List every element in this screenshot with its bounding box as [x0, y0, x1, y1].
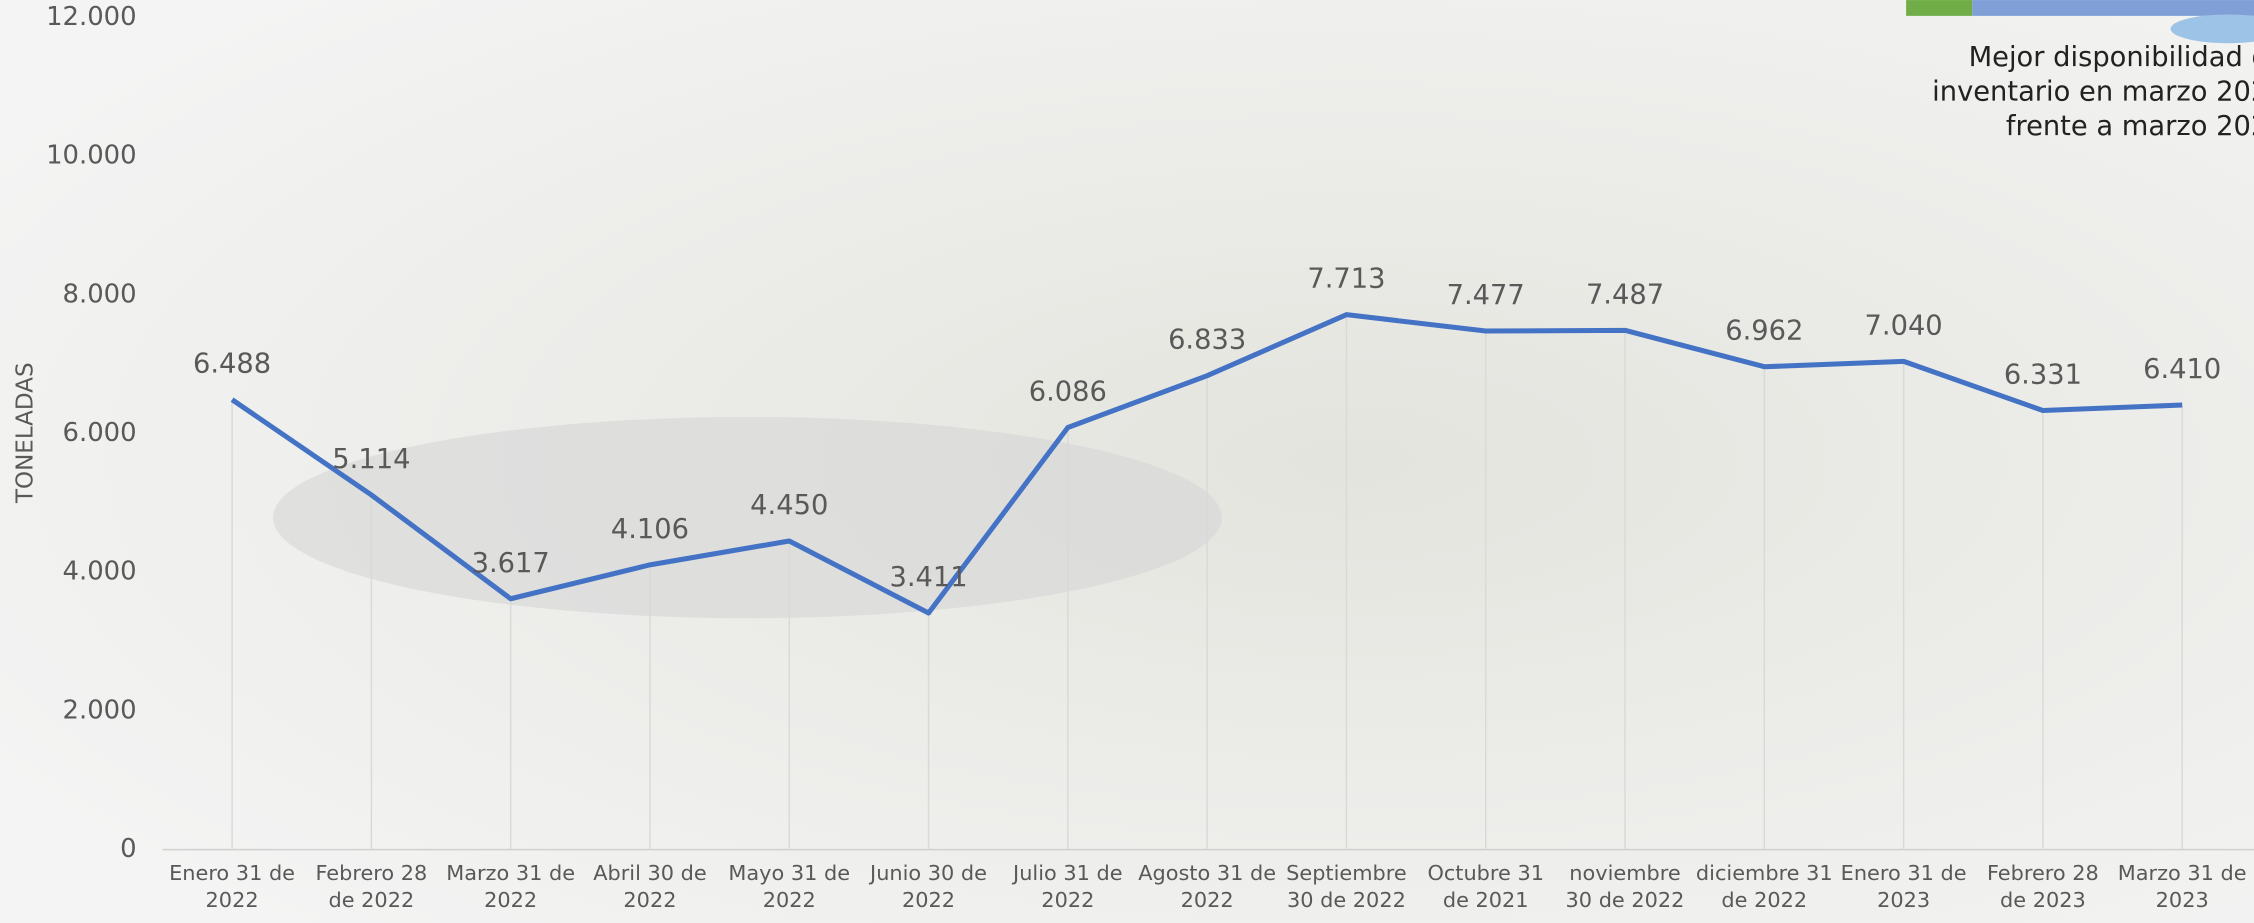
data-label: 7.040 [1865, 310, 1943, 341]
data-label: 3.411 [889, 562, 967, 593]
x-tick-label-box: Octubre 31 de 2021 [1427, 862, 1545, 913]
x-tick-label: Mayo 31 de 2022 [728, 862, 851, 913]
y-tick-label: 0 [120, 834, 136, 864]
y-tick-label: 10.000 [46, 141, 136, 171]
x-tick-label-box: diciembre 31 de 2022 [1695, 862, 1833, 913]
decoration-blob [2170, 14, 2254, 44]
x-tick-label: Enero 31 de 2023 [1840, 862, 1967, 913]
data-label: 3.617 [472, 548, 550, 579]
data-label: 7.477 [1447, 280, 1525, 311]
x-tick-label-box: Junio 30 de 2022 [870, 862, 988, 913]
y-tick-label: 2.000 [63, 695, 137, 725]
x-tick-label: Junio 30 de 2022 [870, 862, 988, 913]
y-tick-label: 6.000 [63, 418, 137, 448]
x-tick-label-box: Febrero 28 de 2022 [315, 862, 428, 913]
legend-block-green [1906, 0, 1973, 16]
data-label: 6.410 [2143, 354, 2221, 385]
x-tick-label: Agosto 31 de 2022 [1138, 862, 1277, 913]
x-tick-label-box: Agosto 31 de 2022 [1138, 862, 1277, 913]
x-tick-label-box: Marzo 31 de 2022 [446, 862, 576, 913]
shadow-decoration [273, 416, 1222, 619]
x-tick-label-box: Mayo 31 de 2022 [728, 862, 851, 913]
annotation: Mejor disponibilidad de inventario en ma… [1932, 41, 2254, 143]
y-tick-label: 4.000 [63, 557, 137, 587]
x-tick-label: Abril 30 de 2022 [593, 862, 707, 913]
x-tick-label: Septiembre 30 de 2022 [1286, 862, 1407, 913]
y-tick-label: 8.000 [63, 279, 137, 309]
data-label: 4.106 [611, 514, 689, 545]
x-tick-label: diciembre 31 de 2022 [1695, 862, 1833, 913]
annotation-box: Mejor disponibilidad de inventario en ma… [1932, 41, 2254, 143]
x-tick-label: Febrero 28 de 2023 [1986, 862, 2099, 913]
x-tick-label: Octubre 31 de 2021 [1427, 862, 1545, 913]
data-label: 6.086 [1029, 377, 1107, 408]
x-tick-label-box: Febrero 28 de 2023 [1986, 862, 2099, 913]
data-label: 5.114 [332, 444, 410, 475]
x-tick-label: Marzo 31 de 2022 [446, 862, 576, 913]
data-line [230, 312, 2183, 616]
x-tick-label: Marzo 31 de 2023 [2117, 862, 2247, 913]
x-tick-label-box: Septiembre 30 de 2022 [1286, 862, 1407, 913]
data-label: 7.487 [1586, 279, 1664, 310]
x-tick-label-box: Enero 31 de 2023 [1840, 862, 1967, 913]
x-tick-label-box: Marzo 31 de 2023 [2117, 862, 2247, 913]
x-tick-label: Enero 31 de 2022 [169, 862, 296, 913]
x-tick-label: Febrero 28 de 2022 [315, 862, 428, 913]
data-label: 6.833 [1168, 325, 1246, 356]
y-axis-label: TONELADAS [12, 362, 38, 504]
x-tick-label-box: Julio 31 de 2022 [1013, 862, 1123, 913]
x-tick-label: Julio 31 de 2022 [1013, 862, 1123, 913]
x-tick-label-box: noviembre 30 de 2022 [1565, 862, 1685, 913]
x-tick-label-box: Enero 31 de 2022 [169, 862, 296, 913]
x-tick-label-box: Abril 30 de 2022 [593, 862, 707, 913]
data-label: 6.331 [2004, 360, 2082, 391]
y-tick-label: 12.000 [46, 2, 136, 32]
data-label: 6.962 [1725, 316, 1803, 347]
x-tick-label: noviembre 30 de 2022 [1565, 862, 1685, 913]
data-label: 7.713 [1307, 264, 1385, 295]
data-label: 6.488 [193, 349, 271, 380]
data-label: 4.450 [750, 490, 828, 521]
legend-block-blue [1972, 0, 2254, 16]
